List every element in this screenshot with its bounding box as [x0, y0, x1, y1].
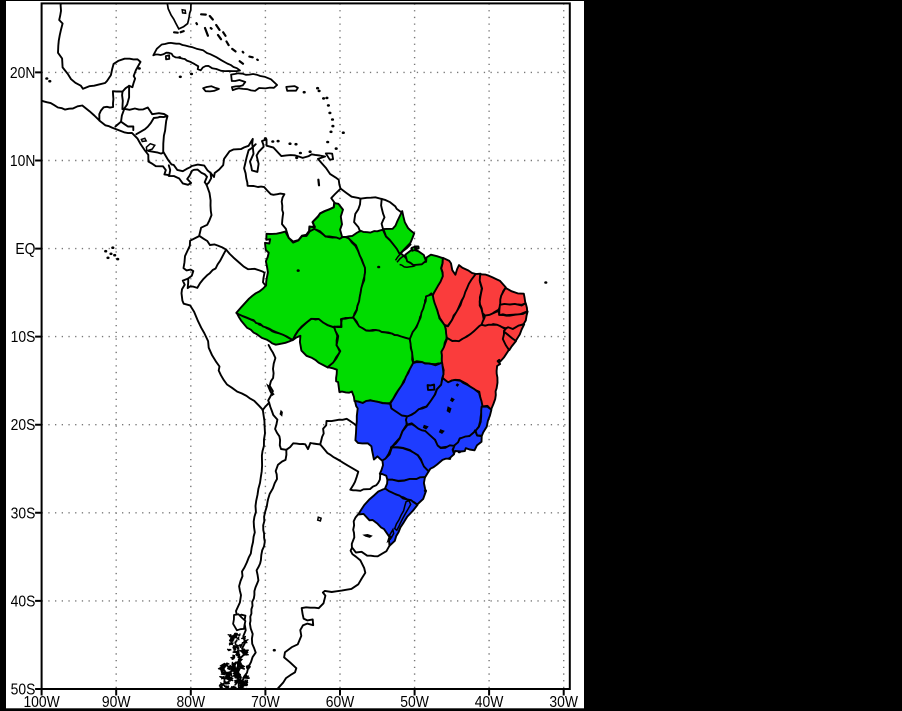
svg-text:50S: 50S: [11, 682, 36, 699]
svg-text:30W: 30W: [549, 694, 578, 711]
svg-text:40W: 40W: [475, 694, 504, 711]
svg-text:EQ: EQ: [15, 241, 35, 258]
svg-text:10S: 10S: [11, 329, 36, 346]
svg-text:80W: 80W: [177, 694, 206, 711]
svg-text:60W: 60W: [326, 694, 355, 711]
svg-text:10N: 10N: [10, 153, 36, 170]
svg-text:20N: 20N: [10, 65, 36, 82]
svg-text:50W: 50W: [400, 694, 429, 711]
svg-text:20S: 20S: [11, 417, 36, 434]
svg-text:100W: 100W: [23, 694, 59, 711]
svg-text:40S: 40S: [11, 594, 36, 611]
svg-text:90W: 90W: [102, 694, 131, 711]
svg-text:30S: 30S: [11, 506, 36, 523]
svg-text:70W: 70W: [251, 694, 280, 711]
